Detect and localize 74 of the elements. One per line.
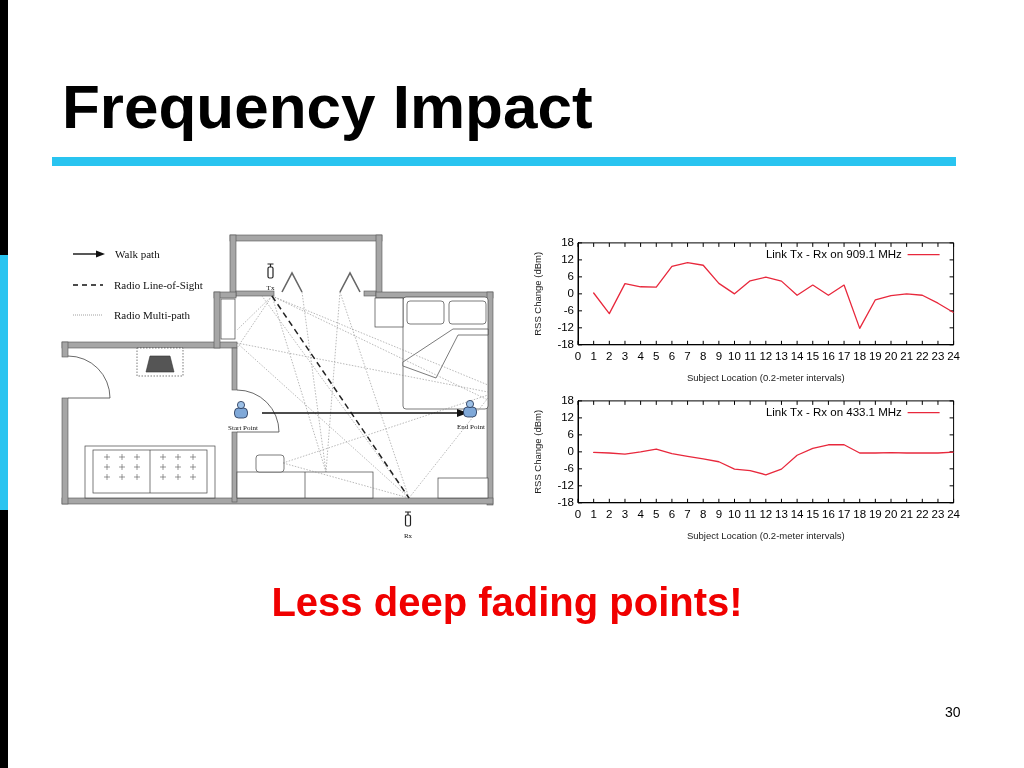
y-tick-label: 12 bbox=[561, 411, 575, 424]
x-axis-title: Subject Location (0.2-meter intervals) bbox=[686, 371, 845, 383]
x-tick-label: 6 bbox=[668, 507, 676, 520]
y-tick-label: 0 bbox=[567, 445, 575, 458]
x-tick-label: 16 bbox=[822, 507, 835, 520]
text: Frequency Impact bbox=[62, 72, 593, 141]
x-tick-label: 1 bbox=[590, 507, 597, 520]
x-tick-label: 18 bbox=[853, 507, 867, 520]
text: Radio Multi-path bbox=[114, 309, 191, 321]
y-tick-label: -18 bbox=[557, 495, 575, 508]
x-tick-label: 11 bbox=[744, 507, 757, 520]
text: Less deep fading points! bbox=[271, 580, 743, 625]
y-tick-label: -18 bbox=[557, 337, 575, 350]
x-tick-label: 22 bbox=[915, 349, 929, 362]
x-tick-label: 21 bbox=[900, 507, 914, 520]
x-tick-label: 20 bbox=[884, 507, 898, 520]
y-tick-label: -6 bbox=[563, 304, 575, 317]
x-tick-label: 5 bbox=[653, 507, 660, 520]
text: Walk path bbox=[115, 248, 161, 260]
text: Radio Line-of-Sight bbox=[114, 279, 203, 291]
y-tick-label: -12 bbox=[557, 320, 575, 333]
x-tick-label: 6 bbox=[668, 349, 676, 362]
x-tick-label: 7 bbox=[684, 507, 691, 520]
legend-label: Link Tx - Rx on 433.1 MHz bbox=[765, 405, 903, 418]
text: 30 bbox=[945, 704, 961, 720]
x-tick-label: 14 bbox=[790, 349, 805, 362]
x-tick-label: 15 bbox=[806, 507, 820, 520]
y-tick-label: 12 bbox=[561, 253, 575, 266]
x-tick-label: 2 bbox=[606, 349, 613, 362]
x-tick-label: 19 bbox=[868, 507, 882, 520]
y-tick-label: -12 bbox=[557, 478, 575, 491]
x-tick-label: 12 bbox=[759, 507, 773, 520]
legend-label: Link Tx - Rx on 909.1 MHz bbox=[765, 247, 903, 260]
x-tick-label: 2 bbox=[606, 507, 613, 520]
x-tick-label: 17 bbox=[837, 507, 851, 520]
x-tick-label: 11 bbox=[744, 349, 757, 362]
y-axis-title: RSS Change (dBm) bbox=[532, 409, 544, 494]
x-tick-label: 13 bbox=[775, 349, 788, 362]
x-tick-label: 21 bbox=[900, 349, 914, 362]
y-tick-label: 18 bbox=[561, 394, 575, 407]
x-tick-label: 20 bbox=[884, 349, 898, 362]
x-tick-label: 24 bbox=[947, 349, 961, 362]
y-tick-label: 6 bbox=[567, 270, 575, 283]
x-tick-label: 22 bbox=[915, 507, 929, 520]
x-tick-label: 3 bbox=[621, 507, 629, 520]
x-tick-label: 10 bbox=[728, 349, 741, 362]
y-tick-label: -6 bbox=[563, 462, 575, 475]
y-tick-label: 0 bbox=[567, 287, 575, 300]
x-tick-label: 10 bbox=[728, 507, 741, 520]
x-tick-label: 8 bbox=[700, 507, 707, 520]
x-tick-label: 3 bbox=[621, 349, 629, 362]
x-tick-label: 14 bbox=[790, 507, 805, 520]
x-axis-title: Subject Location (0.2-meter intervals) bbox=[686, 529, 845, 541]
x-tick-label: 15 bbox=[806, 349, 820, 362]
y-tick-label: 18 bbox=[561, 236, 575, 249]
x-tick-label: 1 bbox=[590, 349, 597, 362]
x-tick-label: 23 bbox=[931, 507, 945, 520]
y-axis-title: RSS Change (dBm) bbox=[532, 251, 544, 336]
x-tick-label: 8 bbox=[700, 349, 707, 362]
x-tick-label: 7 bbox=[684, 349, 691, 362]
x-tick-label: 12 bbox=[759, 349, 773, 362]
x-tick-label: 24 bbox=[947, 507, 961, 520]
x-tick-label: 19 bbox=[868, 349, 882, 362]
x-tick-label: 4 bbox=[637, 507, 645, 520]
x-tick-label: 16 bbox=[822, 349, 835, 362]
x-tick-label: 17 bbox=[837, 349, 851, 362]
y-tick-label: 6 bbox=[567, 428, 575, 441]
x-tick-label: 4 bbox=[637, 349, 645, 362]
x-tick-label: 5 bbox=[653, 349, 660, 362]
x-tick-label: 9 bbox=[715, 507, 723, 520]
x-tick-label: 13 bbox=[775, 507, 788, 520]
x-tick-label: 18 bbox=[853, 349, 867, 362]
x-tick-label: 9 bbox=[715, 349, 723, 362]
x-tick-label: 23 bbox=[931, 349, 945, 362]
